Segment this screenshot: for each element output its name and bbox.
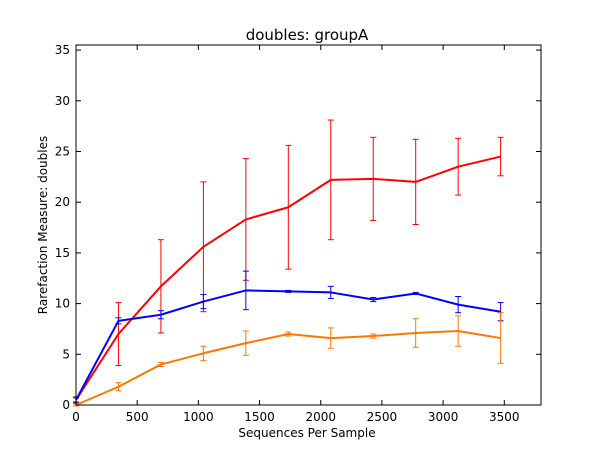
x-tick-label: 2500 xyxy=(367,410,398,424)
y-tick-label: 5 xyxy=(62,347,70,361)
series-line xyxy=(75,155,501,401)
y-tick-label: 15 xyxy=(55,246,70,260)
y-tick-label: 30 xyxy=(55,94,70,108)
x-tick-label: 500 xyxy=(126,410,149,424)
chart-title: doubles: groupA xyxy=(246,26,369,44)
y-tick-label: 10 xyxy=(55,297,70,311)
x-tick-label: 1000 xyxy=(183,410,214,424)
y-tick-label: 35 xyxy=(55,43,70,57)
y-tick-label: 0 xyxy=(62,398,70,412)
plot-area: 0 500 1000 1500 2000 2500 3000 3500 0 5 10 15 20 25 30… xyxy=(55,43,541,424)
x-tick-label: 0 xyxy=(72,410,80,424)
y-tick-label: 20 xyxy=(55,195,70,209)
y-axis-label: Rarefaction Measure: doubles xyxy=(36,136,50,314)
series-1 xyxy=(73,270,504,403)
y-tick-label: 25 xyxy=(55,144,70,158)
plot-frame xyxy=(75,44,542,406)
series-line xyxy=(75,289,501,401)
x-tick-label: 3000 xyxy=(428,410,459,424)
x-tick-label: 1500 xyxy=(244,410,275,424)
series-0 xyxy=(73,119,504,404)
series-2 xyxy=(73,312,504,407)
x-tick-label: 3500 xyxy=(489,410,520,424)
x-tick-label: 2000 xyxy=(305,410,336,424)
series-line xyxy=(75,329,501,406)
x-axis-label: Sequences Per Sample xyxy=(238,426,375,440)
